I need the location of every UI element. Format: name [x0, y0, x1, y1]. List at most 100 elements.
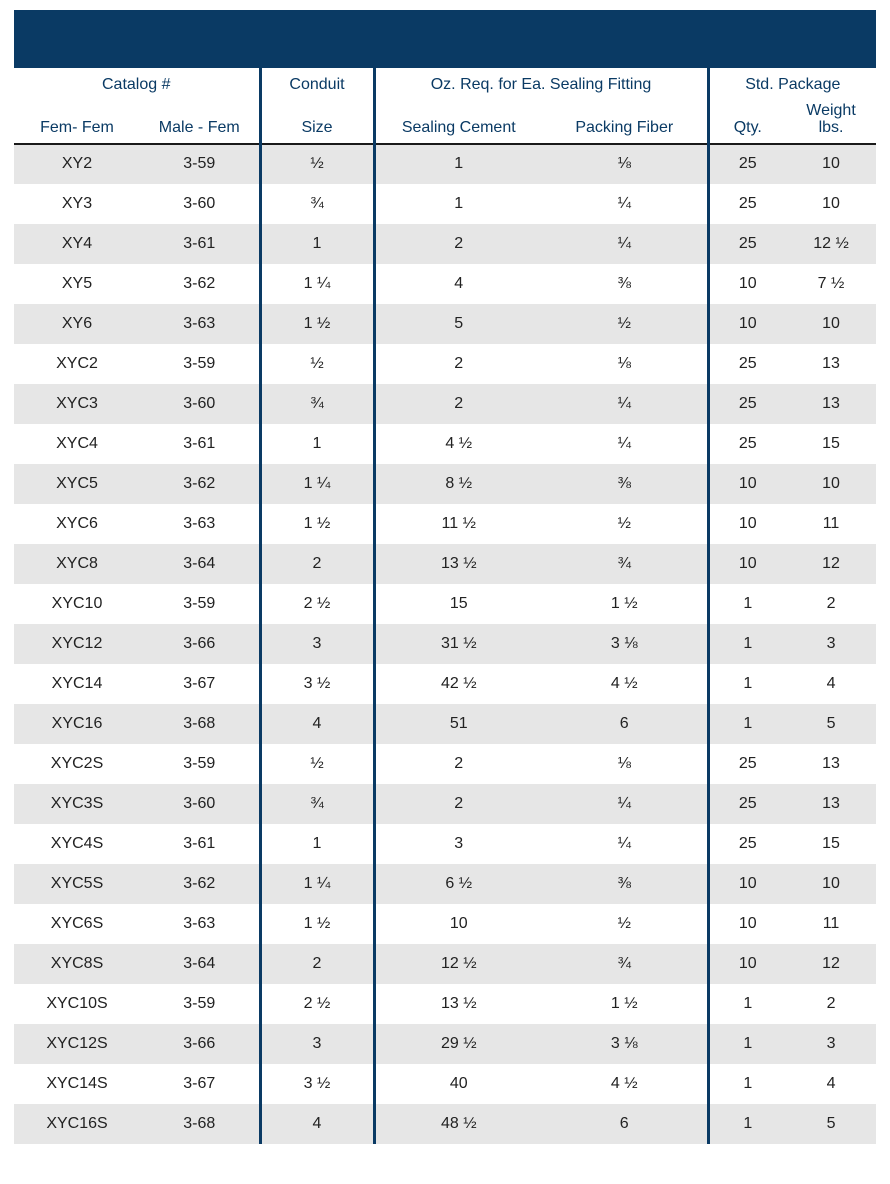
- cell-c6: 13: [786, 744, 876, 784]
- cell-c1: 3-59: [140, 984, 260, 1024]
- cell-c0: XY3: [14, 184, 140, 224]
- cell-c5: 10: [708, 504, 786, 544]
- cell-c4: ¾: [542, 944, 708, 984]
- cell-c0: XYC6: [14, 504, 140, 544]
- cell-c2: 3 ½: [260, 664, 374, 704]
- cell-c4: ⅜: [542, 464, 708, 504]
- cell-c2: ¾: [260, 184, 374, 224]
- cell-c2: 4: [260, 704, 374, 744]
- table-row: XYC123-66331 ½3 ⅛13: [14, 624, 876, 664]
- cell-c5: 10: [708, 864, 786, 904]
- cell-c0: XYC3: [14, 384, 140, 424]
- table-row: XYC5S3-621 ¼6 ½⅜1010: [14, 864, 876, 904]
- cell-c4: ⅜: [542, 864, 708, 904]
- cell-c0: XYC16: [14, 704, 140, 744]
- cell-c4: ¼: [542, 184, 708, 224]
- cell-c4: ¾: [542, 544, 708, 584]
- cell-c1: 3-61: [140, 824, 260, 864]
- table-row: XYC143-673 ½42 ½4 ½14: [14, 664, 876, 704]
- cell-c0: XYC8S: [14, 944, 140, 984]
- cell-c5: 10: [708, 264, 786, 304]
- cell-c4: 4 ½: [542, 1064, 708, 1104]
- cell-c1: 3-63: [140, 504, 260, 544]
- cell-c2: 1 ½: [260, 904, 374, 944]
- cell-c1: 3-61: [140, 424, 260, 464]
- spec-table: Catalog # Conduit Oz. Req. for Ea. Seali…: [14, 68, 876, 1144]
- cell-c3: 13 ½: [374, 984, 542, 1024]
- cell-c3: 4: [374, 264, 542, 304]
- cell-c2: 2 ½: [260, 984, 374, 1024]
- cell-c0: XYC4S: [14, 824, 140, 864]
- cell-c3: 51: [374, 704, 542, 744]
- cell-c0: XYC8: [14, 544, 140, 584]
- cell-c3: 31 ½: [374, 624, 542, 664]
- cell-c4: 3 ⅛: [542, 1024, 708, 1064]
- header-weight: Weight lbs.: [786, 98, 876, 144]
- cell-c5: 25: [708, 224, 786, 264]
- cell-c5: 1: [708, 1024, 786, 1064]
- cell-c1: 3-63: [140, 904, 260, 944]
- cell-c6: 13: [786, 384, 876, 424]
- cell-c2: 1: [260, 424, 374, 464]
- cell-c0: XYC5: [14, 464, 140, 504]
- table-row: XY43-6112¼2512 ½: [14, 224, 876, 264]
- table-row: XYC12S3-66329 ½3 ⅛13: [14, 1024, 876, 1064]
- cell-c4: 3 ⅛: [542, 624, 708, 664]
- page-container: Catalog # Conduit Oz. Req. for Ea. Seali…: [0, 0, 890, 1184]
- header-group-conduit: Conduit: [260, 68, 374, 98]
- table-row: XYC16S3-68448 ½615: [14, 1104, 876, 1144]
- cell-c2: 3: [260, 624, 374, 664]
- cell-c3: 42 ½: [374, 664, 542, 704]
- cell-c6: 13: [786, 344, 876, 384]
- cell-c5: 25: [708, 384, 786, 424]
- cell-c4: ¼: [542, 424, 708, 464]
- cell-c0: XYC12: [14, 624, 140, 664]
- cell-c3: 2: [374, 344, 542, 384]
- cell-c4: ⅛: [542, 344, 708, 384]
- table-row: XYC8S3-64212 ½¾1012: [14, 944, 876, 984]
- cell-c0: XYC2: [14, 344, 140, 384]
- cell-c6: 4: [786, 1064, 876, 1104]
- cell-c6: 12: [786, 544, 876, 584]
- cell-c6: 15: [786, 824, 876, 864]
- cell-c6: 7 ½: [786, 264, 876, 304]
- table-body: XY23-59½1⅛2510XY33-60¾1¼2510XY43-6112¼25…: [14, 144, 876, 1144]
- cell-c2: 1 ¼: [260, 864, 374, 904]
- cell-c4: ¼: [542, 824, 708, 864]
- cell-c1: 3-66: [140, 1024, 260, 1064]
- cell-c6: 10: [786, 304, 876, 344]
- table-row: XYC103-592 ½151 ½12: [14, 584, 876, 624]
- cell-c0: XYC14: [14, 664, 140, 704]
- cell-c1: 3-60: [140, 184, 260, 224]
- cell-c6: 2: [786, 984, 876, 1024]
- cell-c3: 2: [374, 784, 542, 824]
- table-row: XY23-59½1⅛2510: [14, 144, 876, 184]
- header-group-package: Std. Package: [708, 68, 876, 98]
- cell-c1: 3-67: [140, 664, 260, 704]
- table-row: XY63-631 ½5½1010: [14, 304, 876, 344]
- table-row: XY33-60¾1¼2510: [14, 184, 876, 224]
- cell-c2: 1: [260, 224, 374, 264]
- cell-c4: 1 ½: [542, 984, 708, 1024]
- cell-c1: 3-63: [140, 304, 260, 344]
- cell-c6: 13: [786, 784, 876, 824]
- header-fiber: Packing Fiber: [542, 98, 708, 144]
- cell-c6: 15: [786, 424, 876, 464]
- table-row: XYC4S3-6113¼2515: [14, 824, 876, 864]
- cell-c2: ¾: [260, 384, 374, 424]
- cell-c3: 6 ½: [374, 864, 542, 904]
- cell-c0: XYC10S: [14, 984, 140, 1024]
- cell-c2: 1: [260, 824, 374, 864]
- cell-c1: 3-67: [140, 1064, 260, 1104]
- table-row: XYC10S3-592 ½13 ½1 ½12: [14, 984, 876, 1024]
- cell-c5: 10: [708, 544, 786, 584]
- cell-c5: 1: [708, 984, 786, 1024]
- cell-c4: ¼: [542, 384, 708, 424]
- cell-c3: 8 ½: [374, 464, 542, 504]
- cell-c2: 1 ¼: [260, 464, 374, 504]
- table-row: XYC2S3-59½2⅛2513: [14, 744, 876, 784]
- cell-c3: 2: [374, 744, 542, 784]
- table-row: XYC14S3-673 ½404 ½14: [14, 1064, 876, 1104]
- cell-c2: 1 ¼: [260, 264, 374, 304]
- cell-c1: 3-62: [140, 264, 260, 304]
